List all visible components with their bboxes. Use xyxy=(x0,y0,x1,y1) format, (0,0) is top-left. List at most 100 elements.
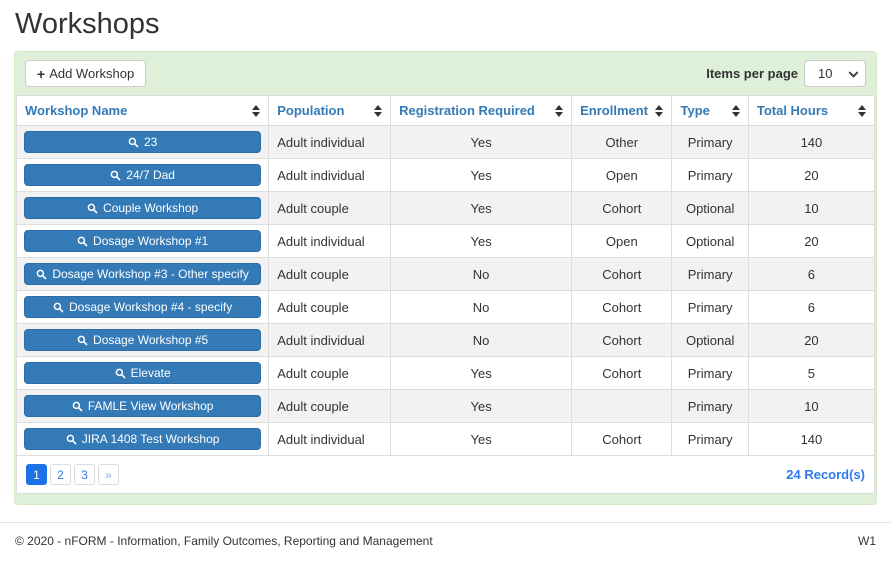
registration-required-cell: Yes xyxy=(390,389,573,423)
add-workshop-button[interactable]: + Add Workshop xyxy=(25,60,147,87)
table-row: 23 Adult individual Yes Other Primary 14… xyxy=(15,125,876,159)
total-hours-cell: 10 xyxy=(747,389,876,423)
sort-icon[interactable] xyxy=(655,105,663,117)
population-cell: Adult couple xyxy=(268,191,392,225)
workshop-name-label: Dosage Workshop #4 - specify xyxy=(69,300,233,314)
registration-required-cell: Yes xyxy=(390,125,573,159)
copyright-text: © 2020 - nFORM - Information, Family Out… xyxy=(15,534,433,548)
site-footer: © 2020 - nFORM - Information, Family Out… xyxy=(0,522,891,548)
registration-required-cell: No xyxy=(390,323,573,357)
enrollment-cell: Cohort xyxy=(571,257,673,291)
workshops-table: Workshop Name Population Registration Re… xyxy=(15,95,876,456)
total-hours-cell: 5 xyxy=(747,356,876,390)
type-cell: Primary xyxy=(671,125,749,159)
sort-icon[interactable] xyxy=(374,105,382,117)
enrollment-cell: Cohort xyxy=(571,290,673,324)
workshop-open-button[interactable]: Dosage Workshop #4 - specify xyxy=(24,296,262,318)
column-header-workshop-name[interactable]: Workshop Name xyxy=(15,95,270,126)
enrollment-cell: Cohort xyxy=(571,191,673,225)
next-page-button[interactable]: » xyxy=(98,464,119,485)
enrollment-cell: Other xyxy=(571,125,673,159)
sort-icon[interactable] xyxy=(732,105,740,117)
workshop-open-button[interactable]: 24/7 Dad xyxy=(24,164,262,186)
workshop-open-button[interactable]: JIRA 1408 Test Workshop xyxy=(24,428,262,450)
type-cell: Primary xyxy=(671,389,749,423)
registration-required-cell: Yes xyxy=(390,158,573,192)
search-icon xyxy=(72,401,83,412)
column-header-registration-required[interactable]: Registration Required xyxy=(390,95,573,126)
table-row: Couple Workshop Adult couple Yes Cohort … xyxy=(15,191,876,225)
workshop-name-label: FAMLE View Workshop xyxy=(87,399,214,413)
registration-required-cell: No xyxy=(390,257,573,291)
search-icon xyxy=(66,434,77,445)
enrollment-cell xyxy=(571,389,673,423)
workshop-open-button[interactable]: Dosage Workshop #1 xyxy=(24,230,262,252)
column-header-enrollment[interactable]: Enrollment xyxy=(571,95,673,126)
search-icon xyxy=(115,368,126,379)
type-cell: Primary xyxy=(671,158,749,192)
pagination: 1 2 3 » xyxy=(26,464,119,485)
search-icon xyxy=(77,236,88,247)
workshop-open-button[interactable]: Couple Workshop xyxy=(24,197,262,219)
items-per-page-select-wrap: 10 xyxy=(804,60,866,87)
sort-icon[interactable] xyxy=(858,105,866,117)
sort-icon[interactable] xyxy=(252,105,260,117)
items-per-page-label: Items per page xyxy=(706,66,798,81)
population-cell: Adult couple xyxy=(268,290,392,324)
workshop-open-button[interactable]: Dosage Workshop #5 xyxy=(24,329,262,351)
table-row: Dosage Workshop #4 - specify Adult coupl… xyxy=(15,290,876,324)
items-per-page-select[interactable]: 10 xyxy=(804,60,866,87)
table-row: JIRA 1408 Test Workshop Adult individual… xyxy=(15,422,876,456)
workshop-open-button[interactable]: Dosage Workshop #3 - Other specify xyxy=(24,263,262,285)
population-cell: Adult individual xyxy=(268,323,392,357)
column-header-total-hours[interactable]: Total Hours xyxy=(747,95,876,126)
table-row: Elevate Adult couple Yes Cohort Primary … xyxy=(15,356,876,390)
items-per-page: Items per page 10 xyxy=(706,60,866,87)
total-hours-cell: 20 xyxy=(747,323,876,357)
column-header-population[interactable]: Population xyxy=(268,95,392,126)
total-hours-cell: 140 xyxy=(747,422,876,456)
workshop-name-label: JIRA 1408 Test Workshop xyxy=(81,432,220,446)
plus-icon: + xyxy=(37,65,46,82)
type-cell: Primary xyxy=(671,290,749,324)
workshops-panel: + Add Workshop Items per page 10 Worksho… xyxy=(14,51,877,505)
workshop-name-label: Elevate xyxy=(130,366,171,380)
registration-required-cell: No xyxy=(390,290,573,324)
population-cell: Adult couple xyxy=(268,257,392,291)
population-cell: Adult couple xyxy=(268,356,392,390)
total-hours-cell: 6 xyxy=(747,257,876,291)
page-button-3[interactable]: 3 xyxy=(74,464,95,485)
column-header-type[interactable]: Type xyxy=(671,95,749,126)
type-cell: Primary xyxy=(671,257,749,291)
workshop-name-label: Dosage Workshop #1 xyxy=(93,234,209,248)
page-button-1[interactable]: 1 xyxy=(26,464,47,485)
sort-icon[interactable] xyxy=(555,105,563,117)
registration-required-cell: Yes xyxy=(390,422,573,456)
type-cell: Optional xyxy=(671,224,749,258)
workshop-open-button[interactable]: FAMLE View Workshop xyxy=(24,395,262,417)
add-workshop-label: Add Workshop xyxy=(49,66,135,81)
workshop-name-label: Dosage Workshop #5 xyxy=(93,333,209,347)
table-row: Dosage Workshop #3 - Other specify Adult… xyxy=(15,257,876,291)
total-hours-cell: 20 xyxy=(747,158,876,192)
total-hours-cell: 20 xyxy=(747,224,876,258)
workshop-name-label: Couple Workshop xyxy=(103,201,199,215)
population-cell: Adult individual xyxy=(268,224,392,258)
search-icon xyxy=(110,170,121,181)
type-cell: Optional xyxy=(671,323,749,357)
enrollment-cell: Cohort xyxy=(571,356,673,390)
enrollment-cell: Open xyxy=(571,224,673,258)
workshop-name-label: 24/7 Dad xyxy=(126,168,175,182)
search-icon xyxy=(53,302,64,313)
search-icon xyxy=(128,137,139,148)
type-cell: Primary xyxy=(671,422,749,456)
table-row: Dosage Workshop #1 Adult individual Yes … xyxy=(15,224,876,258)
registration-required-cell: Yes xyxy=(390,224,573,258)
page-button-2[interactable]: 2 xyxy=(50,464,71,485)
population-cell: Adult individual xyxy=(268,125,392,159)
total-hours-cell: 10 xyxy=(747,191,876,225)
population-cell: Adult individual xyxy=(268,422,392,456)
workshop-open-button[interactable]: Elevate xyxy=(24,362,262,384)
version-label: W1 xyxy=(858,534,876,548)
workshop-open-button[interactable]: 23 xyxy=(24,131,262,153)
